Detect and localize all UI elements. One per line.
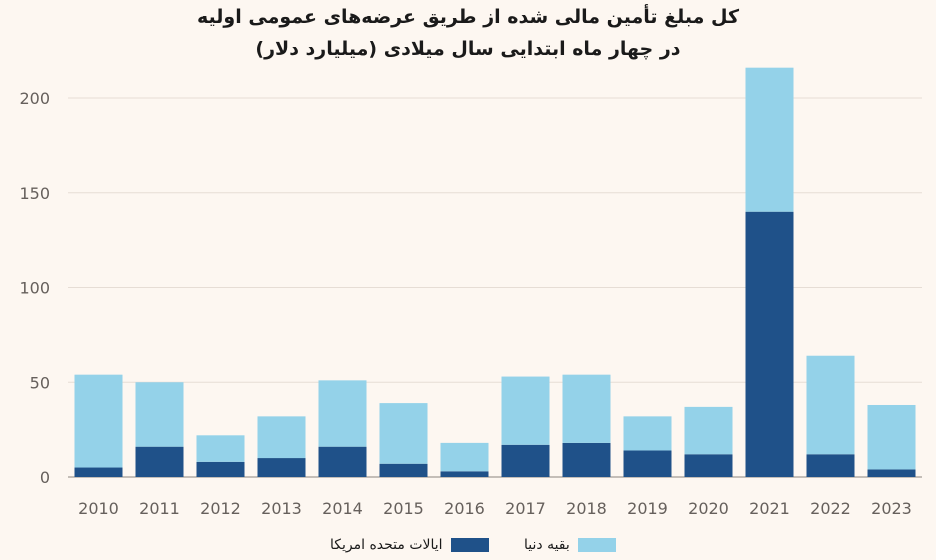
bar-2014-series-0: [318, 446, 367, 477]
legend-item-rest: بقیه دنیا: [524, 536, 616, 554]
x-tick-label-2014: 2014: [322, 499, 363, 518]
bar-2010-series-0: [74, 467, 123, 477]
legend-swatch-us: [450, 538, 489, 552]
bar-2014-series-1: [318, 380, 367, 447]
y-tick-label-100: 100: [19, 279, 50, 298]
x-tick-label-2011: 2011: [139, 499, 180, 518]
bar-2015-series-0: [379, 463, 428, 477]
legend-label-us: ایالات متحده امریکا: [330, 537, 443, 553]
bar-2020-series-0: [684, 454, 733, 477]
x-tick-label-2013: 2013: [261, 499, 302, 518]
bar-2023-series-0: [867, 469, 916, 477]
bar-2017-series-0: [501, 444, 550, 477]
x-tick-label-2017: 2017: [505, 499, 546, 518]
bar-2010-series-1: [74, 374, 123, 468]
x-tick-label-2019: 2019: [627, 499, 668, 518]
bar-2022-series-1: [806, 355, 855, 455]
bar-2018-series-0: [562, 442, 611, 477]
bar-2018-series-1: [562, 374, 611, 443]
x-tick-label-2021: 2021: [749, 499, 790, 518]
bar-2016-series-1: [440, 442, 489, 472]
x-tick-label-2023: 2023: [871, 499, 912, 518]
bar-2016-series-0: [440, 471, 489, 477]
y-tick-label-200: 200: [19, 89, 50, 108]
bar-2012-series-1: [196, 435, 245, 462]
y-tick-label-0: 0: [40, 468, 50, 487]
bar-chart: 0 50 100 150 200 2010 2011 2012 2013 2014 2015 2016…: [19, 67, 922, 518]
bar-2015-series-1: [379, 403, 428, 464]
chart-title-line1: کل مبلغ تأمین مالی شده از طریق عرضه‌های …: [197, 6, 739, 28]
bar-2019-series-0: [623, 450, 672, 477]
x-tick-label-2022: 2022: [810, 499, 851, 518]
x-tick-label-2015: 2015: [383, 499, 424, 518]
x-tick-label-2012: 2012: [200, 499, 241, 518]
legend-item-us: ایالات متحده امریکا: [330, 536, 489, 554]
bar-2021-series-0: [745, 211, 794, 477]
bar-2011-series-1: [135, 382, 184, 447]
x-tick-label-2020: 2020: [688, 499, 729, 518]
bar-2020-series-1: [684, 406, 733, 455]
bar-2011-series-0: [135, 446, 184, 477]
legend-swatch-rest: [577, 538, 616, 552]
y-tick-label-150: 150: [19, 184, 50, 203]
bar-2022-series-0: [806, 454, 855, 477]
chart-title-line2: در چهار ماه ابتدایی سال میلادی (میلیارد …: [255, 38, 681, 60]
y-tick-label-50: 50: [30, 373, 50, 392]
x-tick-label-2016: 2016: [444, 499, 485, 518]
x-tick-label-2018: 2018: [566, 499, 607, 518]
bar-2019-series-1: [623, 416, 672, 451]
bar-2013-series-1: [257, 416, 306, 459]
legend-label-rest: بقیه دنیا: [524, 537, 570, 553]
bar-2017-series-1: [501, 376, 550, 445]
x-tick-label-2010: 2010: [78, 499, 119, 518]
bar-2013-series-0: [257, 458, 306, 477]
bar-2012-series-0: [196, 461, 245, 477]
bar-2021-series-1: [745, 67, 794, 212]
bar-2023-series-1: [867, 404, 916, 470]
